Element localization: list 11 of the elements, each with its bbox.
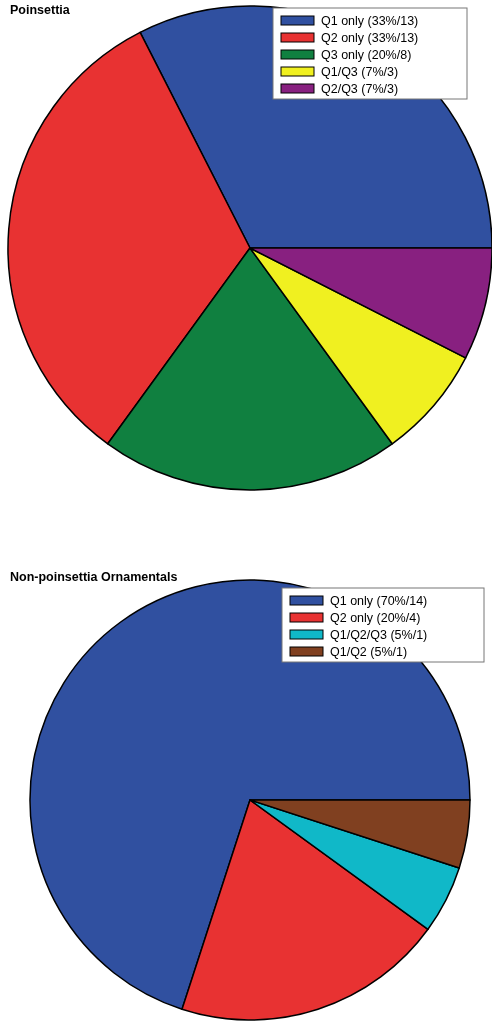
legend-label: Q2 only (20%/4) [330, 611, 421, 625]
chart-title: Non-poinsettia Ornamentals [10, 570, 178, 584]
legend-label: Q2/Q3 (7%/3) [321, 82, 399, 96]
legend-label: Q3 only (20%/8) [321, 48, 412, 62]
legend-label: Q1 only (70%/14) [330, 594, 428, 608]
legend-label: Q1/Q3 (7%/3) [321, 65, 399, 79]
legend-label: Q1/Q2/Q3 (5%/1) [330, 628, 428, 642]
legend-label: Q1/Q2 (5%/1) [330, 645, 408, 659]
chart-title: Poinsettia [10, 3, 71, 17]
legend-label: Q1 only (33%/13) [321, 14, 419, 28]
legend-label: Q2 only (33%/13) [321, 31, 419, 45]
